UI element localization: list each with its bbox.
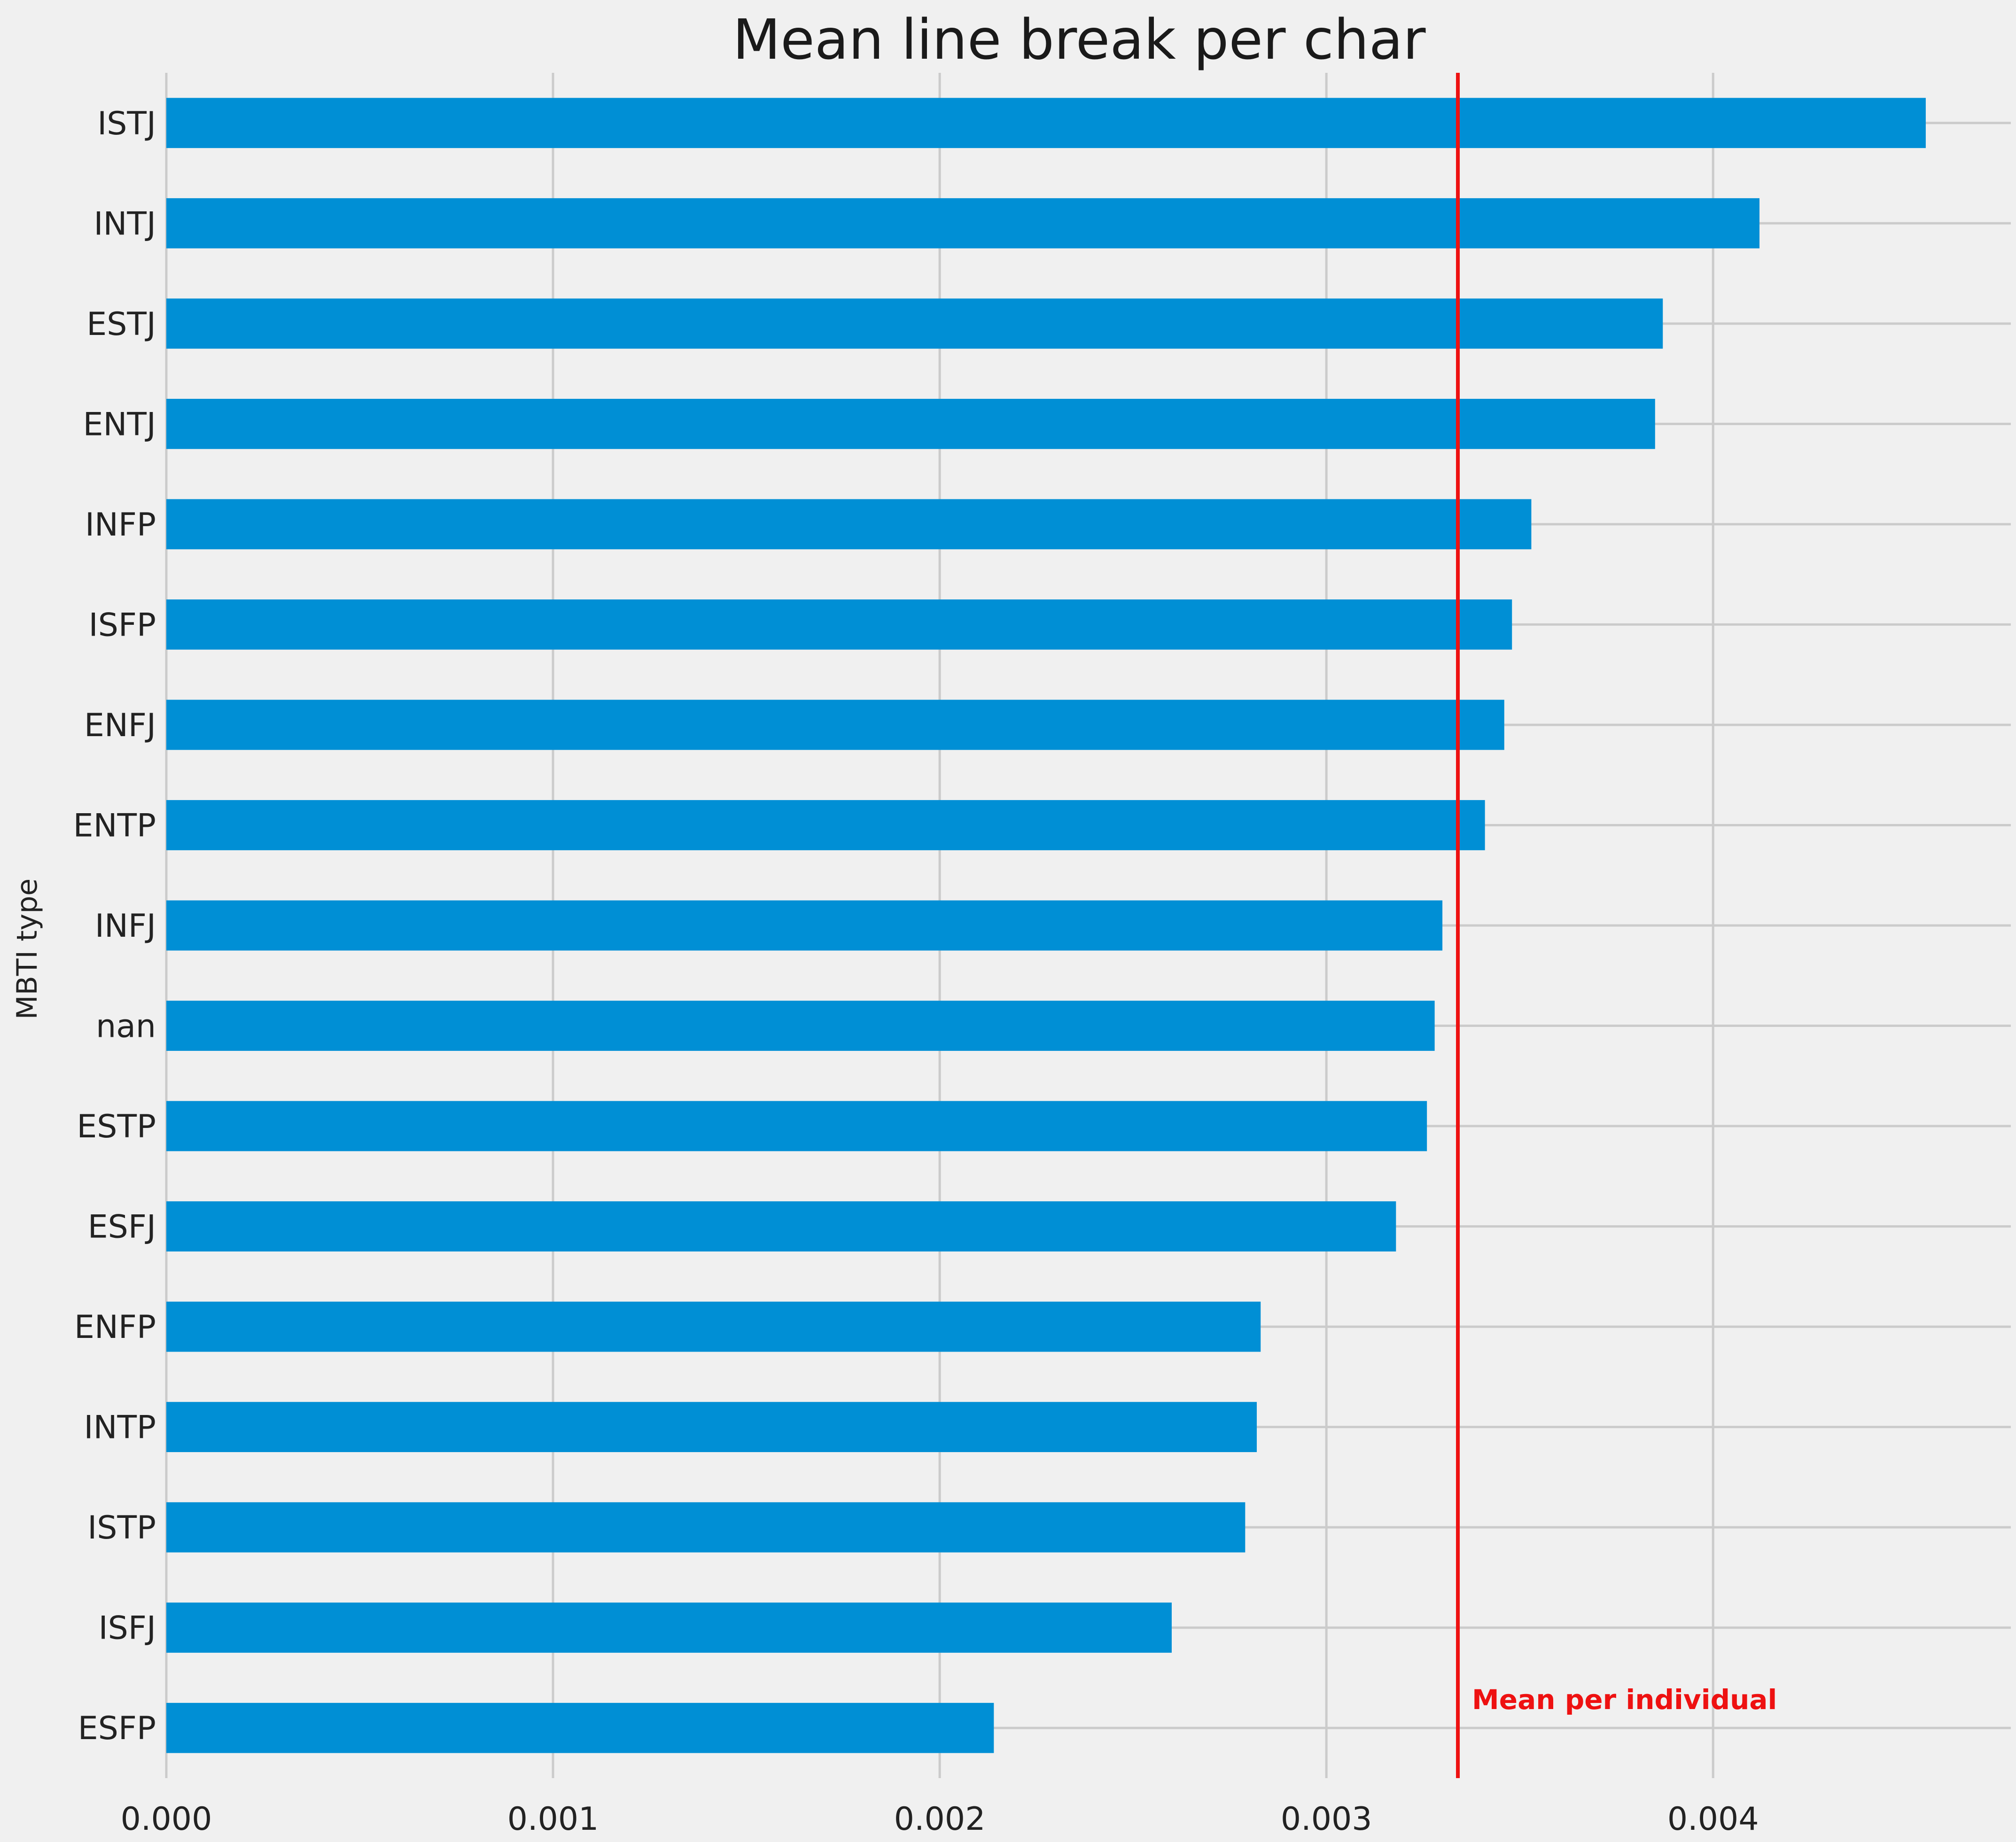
x-tick-label: 0.003 (1281, 1801, 1372, 1838)
bar-istp (166, 1502, 1245, 1553)
x-tick-labels: 0.000 0.001 0.002 0.003 0.004 (121, 1801, 1759, 1838)
y-tick-label: ENTJ (83, 406, 156, 443)
y-tick-label: ENFP (74, 1309, 156, 1346)
y-tick-label: ESFP (78, 1710, 156, 1747)
y-tick-label: ISTP (87, 1509, 156, 1547)
bar-enfp (166, 1301, 1261, 1352)
y-tick-label: ISFJ (99, 1610, 156, 1647)
bar-esfj (166, 1201, 1396, 1251)
bar-istj (166, 98, 1926, 148)
y-tick-labels: ISTJ INTJ ESTJ ENTJ INFP ISFP ENFJ ENTP INFJ nan E… (73, 105, 156, 1747)
y-tick-label: ESTP (77, 1108, 156, 1145)
reference-line-group: Mean per individual (1456, 73, 1777, 1778)
x-tick-label: 0.001 (507, 1801, 599, 1838)
bar-entj (166, 398, 1655, 449)
y-tick-label: ISFP (89, 606, 156, 644)
y-tick-label: ENTP (73, 807, 156, 844)
bar-entp (166, 800, 1485, 850)
y-tick-label: INTJ (93, 205, 156, 242)
y-tick-label: INFJ (95, 908, 156, 945)
bar-infj (166, 900, 1443, 951)
bar-estp (166, 1101, 1427, 1151)
y-tick-label: ISTJ (97, 105, 156, 142)
bar-esfp (166, 1702, 994, 1753)
y-tick-label: INFP (85, 506, 156, 544)
y-tick-label: ENFJ (84, 707, 156, 744)
bar-intj (166, 198, 1760, 249)
bars (166, 98, 1926, 1753)
x-tick-label: 0.004 (1667, 1801, 1759, 1838)
chart-title: Mean line break per char (732, 7, 1426, 72)
y-axis-label: MBTI type (11, 878, 44, 1019)
x-tick-label: 0.000 (121, 1801, 212, 1838)
bar-isfj (166, 1602, 1172, 1653)
bar-intp (166, 1402, 1257, 1453)
y-tick-label: nan (96, 1008, 156, 1045)
bar-enfj (166, 699, 1504, 750)
y-tick-label: INTP (84, 1409, 156, 1446)
y-tick-label: ESFJ (88, 1209, 156, 1246)
bar-infp (166, 499, 1532, 550)
mean-reference-label: Mean per individual (1472, 1684, 1777, 1716)
bar-isfp (166, 599, 1512, 650)
bar-estj (166, 298, 1663, 349)
x-tick-label: 0.002 (894, 1801, 986, 1838)
y-tick-label: ESTJ (86, 306, 156, 343)
bar-nan (166, 1001, 1435, 1051)
